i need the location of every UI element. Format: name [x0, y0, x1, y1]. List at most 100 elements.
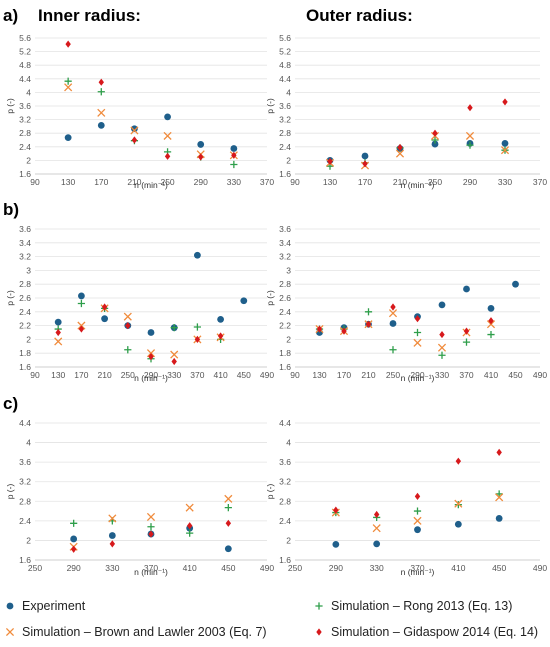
- point-experiment: [431, 140, 439, 148]
- y-tick-label: 3.2: [19, 115, 31, 125]
- y-tick-label: 3.2: [279, 477, 291, 487]
- point-simulation-gidaspow-2014-eq-14: [194, 335, 201, 343]
- y-tick-label: 2: [286, 334, 291, 344]
- y-tick-label: 4: [286, 438, 291, 448]
- y-tick-label: 2.4: [279, 516, 291, 526]
- point-simulation-rong-2013-eq-13: [147, 523, 155, 531]
- x-tick-label: 210: [361, 370, 375, 380]
- point-simulation-rong-2013-eq-13: [438, 351, 446, 359]
- y-tick-label: 1.8: [19, 348, 31, 358]
- point-simulation-brown-and-lawler-2003-eq-7: [495, 493, 504, 502]
- point-simulation-gidaspow-2014-eq-14: [373, 510, 380, 519]
- point-experiment: [454, 520, 462, 528]
- y-tick-label: 2.6: [19, 293, 31, 303]
- row-label-a: a): [3, 6, 18, 25]
- x-tick-label: 410: [214, 370, 228, 380]
- legend-marker: [5, 627, 15, 637]
- legend-marker-brown-lawler-2003: [5, 627, 15, 637]
- point-experiment: [64, 134, 72, 142]
- legend-marker-gidaspow-2014: [316, 628, 322, 636]
- title-inner-radius: Inner radius:: [38, 6, 141, 25]
- point-simulation-rong-2013-eq-13: [413, 328, 422, 337]
- chart-c-inner-radius: 1.6 2 2.4 2.8 3.2 3.6 4 4.4 250 290 330 370 410 450 49…: [5, 418, 274, 577]
- y-tick-label: 3: [286, 265, 291, 275]
- y-tick-label: 2.4: [279, 142, 291, 152]
- y-tick-label: 2.8: [19, 128, 31, 138]
- y-tick-label: 4.8: [279, 60, 291, 70]
- y-tick-label: 3.6: [19, 457, 31, 467]
- y-axis-label: p (-): [265, 484, 275, 500]
- point-experiment: [217, 315, 225, 323]
- x-tick-label: 330: [498, 177, 512, 187]
- point-simulation-brown-and-lawler-2003-eq-7: [64, 83, 73, 92]
- title-outer-radius: Outer radius:: [306, 6, 413, 25]
- y-tick-label: 2.4: [279, 307, 291, 317]
- point-simulation-gidaspow-2014-eq-14: [341, 327, 347, 335]
- point-experiment: [164, 113, 171, 121]
- x-tick-label: 90: [290, 370, 300, 380]
- point-simulation-gidaspow-2014-eq-14: [316, 325, 323, 333]
- point-simulation-gidaspow-2014-eq-14: [148, 353, 154, 361]
- y-tick-label: 3.6: [279, 101, 291, 111]
- x-tick-label: 250: [28, 563, 42, 573]
- point-simulation-brown-and-lawler-2003-eq-7: [372, 524, 381, 533]
- x-tick-label: 90: [290, 177, 300, 187]
- point-simulation-brown-and-lawler-2003-eq-7: [224, 494, 233, 503]
- point-simulation-brown-and-lawler-2003-eq-7: [163, 131, 172, 140]
- legend: Experiment Simulation – Rong 2013 (Eq. 1…: [5, 599, 538, 639]
- x-tick-label: 450: [237, 370, 251, 380]
- point-simulation-gidaspow-2014-eq-14: [362, 160, 368, 168]
- x-tick-label: 330: [105, 563, 119, 573]
- y-tick-label: 5.2: [279, 47, 291, 57]
- point-experiment: [495, 515, 503, 522]
- point-simulation-brown-and-lawler-2003-eq-7: [146, 512, 156, 522]
- x-tick-label: 410: [183, 563, 197, 573]
- point-simulation-rong-2013-eq-13: [64, 77, 72, 85]
- point-simulation-gidaspow-2014-eq-14: [98, 78, 104, 86]
- point-simulation-gidaspow-2014-eq-14: [397, 143, 403, 152]
- x-tick-label: 90: [30, 177, 40, 187]
- point-experiment: [108, 532, 116, 539]
- point-simulation-gidaspow-2014-eq-14: [217, 332, 224, 340]
- point-simulation-rong-2013-eq-13: [487, 330, 495, 339]
- x-tick-label: 130: [312, 370, 326, 380]
- x-axis-label: n (min⁻¹): [134, 567, 168, 577]
- x-tick-label: 250: [288, 563, 302, 573]
- y-tick-label: 1.6: [279, 555, 291, 565]
- y-tick-label: 2: [26, 535, 31, 545]
- point-simulation-gidaspow-2014-eq-14: [365, 320, 372, 328]
- point-experiment: [463, 285, 470, 293]
- x-tick-label: 170: [74, 370, 88, 380]
- y-tick-label: 3.2: [19, 252, 31, 262]
- point-simulation-rong-2013-eq-13: [413, 507, 422, 515]
- point-simulation-gidaspow-2014-eq-14: [327, 157, 333, 166]
- x-tick-label: 410: [451, 563, 465, 573]
- chart-b-inner-radius: 1.6 1.8 2 2.2 2.4 2.6 2.8 3 3.2 3.4 3.6 90 130 170 210…: [5, 224, 274, 383]
- x-tick-label: 290: [67, 563, 81, 573]
- x-tick-label: 90: [30, 370, 40, 380]
- x-tick-label: 210: [127, 177, 141, 187]
- point-simulation-gidaspow-2014-eq-14: [432, 129, 438, 137]
- point-simulation-gidaspow-2014-eq-14: [70, 545, 77, 553]
- legend-label-experiment: Experiment: [22, 599, 86, 613]
- point-simulation-rong-2013-eq-13: [431, 136, 439, 144]
- chart-b-outer-radius: 1.6 1.8 2 2.2 2.4 2.6 2.8 3 3.2 3.4 3.6 90 130 170 210…: [265, 224, 547, 383]
- point-experiment: [97, 121, 105, 129]
- chart-a-outer-radius: 1.6 2 2.4 2.8 3.2 3.6 4 4.4 4.8 5.2 5.6 90 130 170 210…: [265, 33, 547, 190]
- legend-label-gidaspow-2014: Simulation – Gidaspow 2014 (Eq. 14): [331, 625, 538, 639]
- point-simulation-rong-2013-eq-13: [186, 529, 194, 537]
- x-tick-label: 130: [61, 177, 75, 187]
- y-tick-label: 2.8: [19, 496, 31, 506]
- x-tick-label: 170: [94, 177, 108, 187]
- y-tick-label: 2.6: [279, 293, 291, 303]
- point-simulation-gidaspow-2014-eq-14: [231, 151, 237, 159]
- point-simulation-gidaspow-2014-eq-14: [171, 357, 177, 366]
- y-tick-label: 2.2: [19, 321, 31, 331]
- x-tick-label: 490: [260, 370, 274, 380]
- y-tick-label: 1.8: [279, 348, 291, 358]
- x-tick-label: 490: [260, 563, 274, 573]
- y-tick-label: 1.6: [279, 362, 291, 372]
- point-simulation-gidaspow-2014-eq-14: [333, 506, 339, 514]
- y-tick-label: 3.2: [19, 477, 31, 487]
